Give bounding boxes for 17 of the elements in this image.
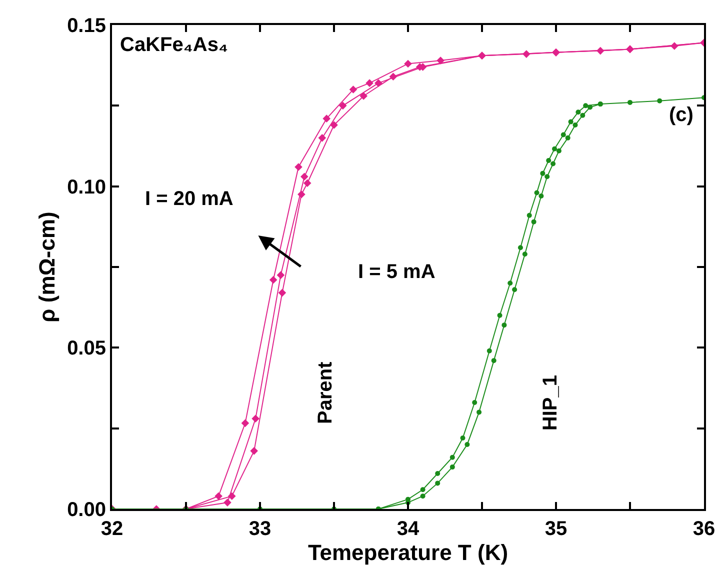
x-tick-label: 32 xyxy=(100,518,124,540)
y-axis-title: ρ (mΩ-cm) xyxy=(34,212,60,322)
y-tick-label: 0.00 xyxy=(67,499,106,521)
annotation: Parent xyxy=(314,361,336,424)
x-axis-title: Temeperature T (K) xyxy=(308,540,508,565)
annotation: (c) xyxy=(669,104,694,126)
x-tick-label: 34 xyxy=(396,518,420,540)
annotation: I = 5 mA xyxy=(358,261,436,283)
annotation: I = 20 mA xyxy=(145,188,234,210)
x-tick-label: 35 xyxy=(544,518,568,540)
y-tick-label: 0.15 xyxy=(67,15,106,37)
annotation: HIP_1 xyxy=(540,375,562,431)
x-tick-label: 33 xyxy=(248,518,272,540)
annotation: CaKFe₄As₄ xyxy=(120,34,228,56)
y-tick-label: 0.05 xyxy=(67,338,106,360)
x-tick-label: 36 xyxy=(692,518,716,540)
y-tick-label: 0.10 xyxy=(67,176,106,198)
